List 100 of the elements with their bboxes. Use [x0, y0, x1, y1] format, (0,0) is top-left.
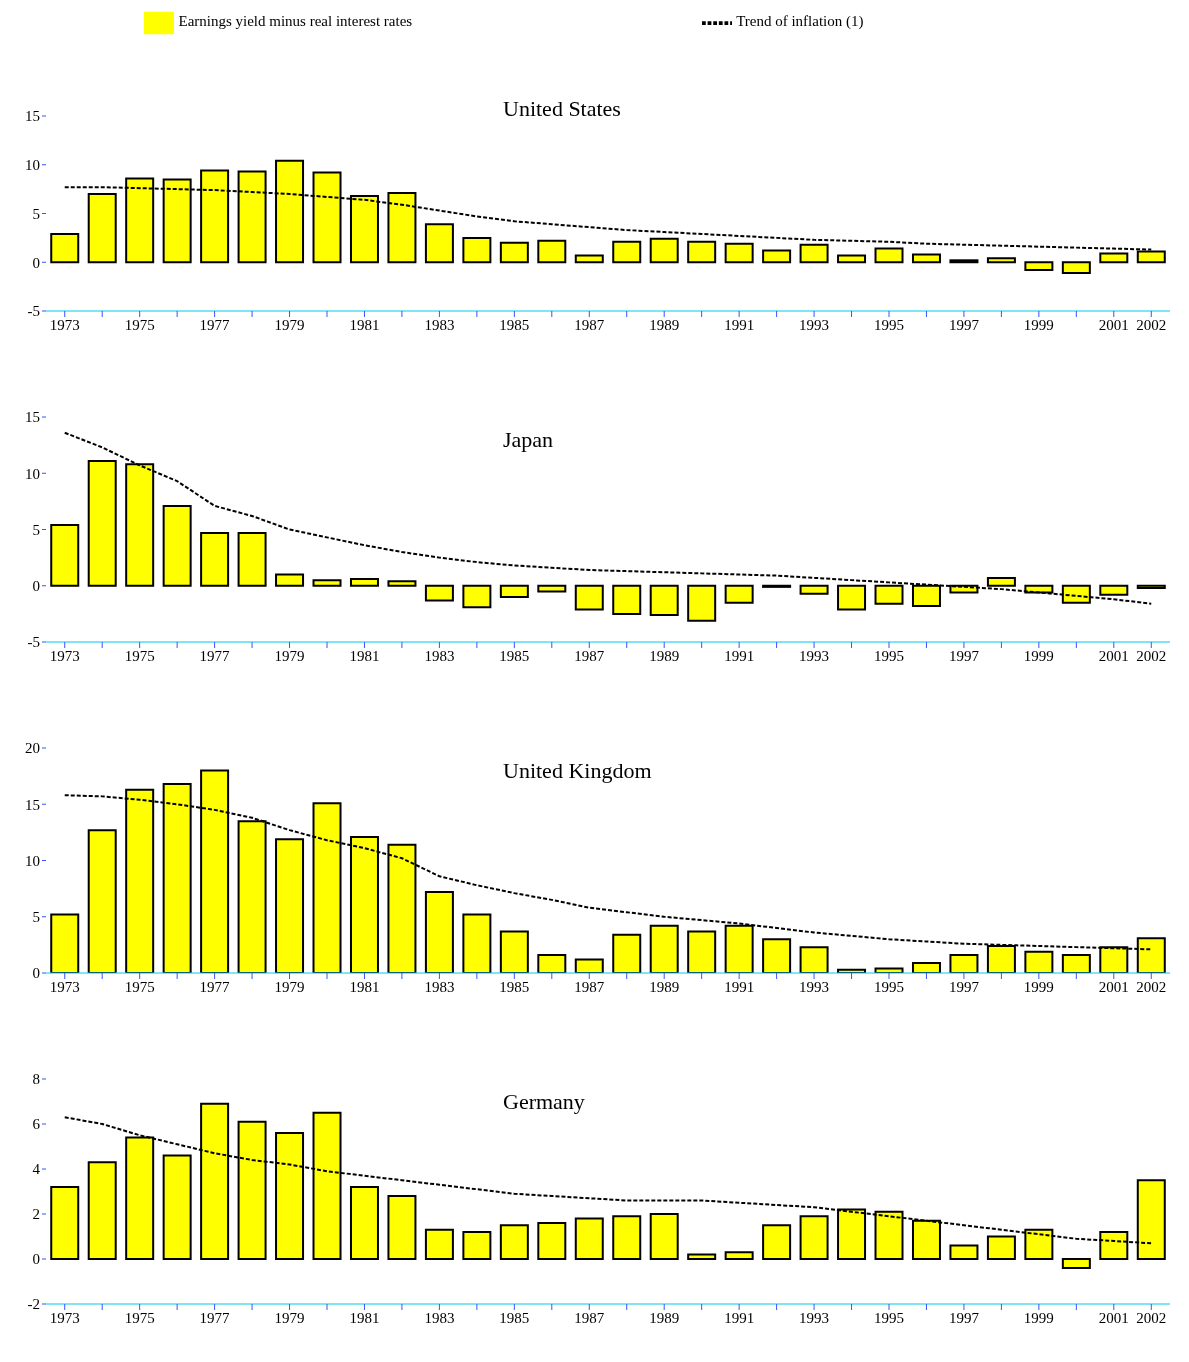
x-tick-label: 1977	[199, 316, 231, 333]
x-tick-label: 1997	[948, 316, 980, 333]
x-tick-label: 1985	[499, 1309, 530, 1326]
x-tick-label: 1985	[499, 978, 530, 995]
x-tick-label: 1995	[874, 316, 904, 333]
x-tick-label: 1991	[724, 316, 755, 333]
bar	[537, 584, 567, 593]
bar	[649, 1213, 679, 1260]
bar	[762, 1224, 792, 1260]
x-tick-label: 1999	[1023, 978, 1054, 995]
bar	[462, 913, 492, 973]
x-tick-label: 1999	[1023, 647, 1054, 664]
bar	[50, 1186, 80, 1260]
bar	[687, 584, 717, 622]
x-tick-label: 1987	[574, 1309, 605, 1326]
bar	[387, 1195, 417, 1260]
bar	[649, 237, 679, 264]
bar	[799, 1215, 829, 1260]
text: United Kingdom	[503, 758, 652, 784]
y-tick-label: 0	[32, 965, 40, 982]
bar	[87, 459, 117, 587]
bar	[612, 1215, 642, 1260]
x-tick-label: 1995	[874, 1309, 904, 1326]
text: Japan	[503, 427, 554, 453]
bar	[574, 254, 604, 264]
x-tick-label: 1989	[649, 978, 680, 995]
x-tick-label: 1997	[948, 647, 980, 664]
bar	[687, 930, 717, 973]
x-tick-label: 1977	[199, 647, 231, 664]
bar	[462, 584, 492, 609]
y-tick-label: 20	[25, 740, 40, 757]
y-tick-label: 2	[32, 1206, 40, 1223]
x-tick-label: 2001	[1098, 647, 1129, 664]
bar	[537, 239, 567, 264]
x-tick-label: 1979	[274, 316, 305, 333]
x-tick-label: 1973	[49, 316, 80, 333]
bar	[724, 242, 754, 264]
bar	[612, 584, 642, 615]
text: Germany	[503, 1089, 585, 1115]
bar	[911, 253, 941, 264]
x-tick-label: 1979	[274, 978, 305, 995]
x-tick-label: 1975	[124, 1309, 155, 1326]
x-tick-label: 1991	[724, 978, 755, 995]
x-tick-label: 1985	[499, 316, 530, 333]
bar	[1099, 584, 1129, 596]
bar	[949, 954, 979, 973]
bar	[50, 913, 80, 973]
bar	[1061, 261, 1091, 274]
bar	[986, 576, 1016, 587]
y-tick-label: 5	[32, 205, 40, 222]
bar	[612, 240, 642, 264]
bar	[649, 924, 679, 973]
bar	[1061, 954, 1091, 973]
bar	[387, 580, 417, 587]
bar	[312, 579, 342, 587]
bar	[687, 1253, 717, 1260]
bar	[1024, 950, 1054, 973]
bar	[162, 504, 192, 587]
x-tick-label: 1981	[349, 316, 380, 333]
bar	[574, 1217, 604, 1260]
bar	[50, 232, 80, 264]
x-tick-label: 1989	[649, 647, 680, 664]
bar	[499, 930, 529, 973]
bar	[87, 193, 117, 264]
bar	[537, 1222, 567, 1260]
bar	[125, 463, 155, 587]
x-tick-label: 2002	[1136, 1309, 1167, 1326]
x-tick-label: 1993	[799, 978, 830, 995]
x-tick-label: 2001	[1098, 1309, 1129, 1326]
bar	[574, 584, 604, 611]
bar	[837, 254, 867, 264]
x-tick-label: 1991	[724, 1309, 755, 1326]
bar	[574, 958, 604, 973]
x-tick-label: 2002	[1136, 316, 1167, 333]
x-tick-label: 1987	[574, 316, 605, 333]
y-tick-label: 0	[32, 1251, 40, 1268]
bar	[762, 938, 792, 973]
y-tick-label: 15	[25, 108, 40, 125]
x-tick-label: 2002	[1136, 978, 1167, 995]
x-tick-label: 1997	[948, 978, 980, 995]
bar	[50, 524, 80, 587]
bar	[762, 249, 792, 264]
bar	[275, 838, 305, 973]
x-tick-label: 1993	[799, 316, 830, 333]
bar	[612, 933, 642, 973]
x-tick-label: 1993	[799, 1309, 830, 1326]
bar	[237, 531, 267, 587]
bar	[462, 1231, 492, 1260]
x-tick-label: 1989	[649, 1309, 680, 1326]
bar	[499, 1224, 529, 1260]
x-tick-label: 1973	[49, 1309, 80, 1326]
x-tick-label: 1999	[1023, 1309, 1054, 1326]
y-tick-label: -5	[27, 634, 40, 651]
x-tick-label: 1989	[649, 316, 680, 333]
bar	[837, 584, 867, 611]
bar	[1136, 584, 1166, 589]
y-tick-label: 0	[32, 578, 40, 595]
bar	[162, 1154, 192, 1260]
bar	[424, 1228, 454, 1260]
bar	[986, 257, 1016, 264]
